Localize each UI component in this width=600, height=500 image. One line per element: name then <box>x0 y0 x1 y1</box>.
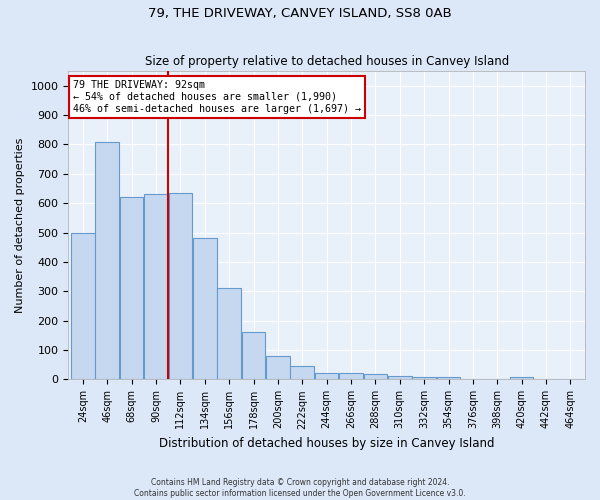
Bar <box>290 366 314 380</box>
Bar <box>437 377 460 380</box>
Bar <box>364 374 387 380</box>
Text: 79 THE DRIVEWAY: 92sqm
← 54% of detached houses are smaller (1,990)
46% of semi-: 79 THE DRIVEWAY: 92sqm ← 54% of detached… <box>73 80 361 114</box>
Text: Contains HM Land Registry data © Crown copyright and database right 2024.
Contai: Contains HM Land Registry data © Crown c… <box>134 478 466 498</box>
Bar <box>217 288 241 380</box>
Bar <box>315 372 338 380</box>
Bar <box>144 194 168 380</box>
Title: Size of property relative to detached houses in Canvey Island: Size of property relative to detached ho… <box>145 56 509 68</box>
Bar <box>71 232 95 380</box>
Bar <box>95 142 119 380</box>
Bar <box>193 238 217 380</box>
Bar <box>339 373 363 380</box>
Bar <box>169 193 192 380</box>
Bar <box>510 376 533 380</box>
X-axis label: Distribution of detached houses by size in Canvey Island: Distribution of detached houses by size … <box>159 437 494 450</box>
Bar <box>242 332 265 380</box>
Text: 79, THE DRIVEWAY, CANVEY ISLAND, SS8 0AB: 79, THE DRIVEWAY, CANVEY ISLAND, SS8 0AB <box>148 8 452 20</box>
Bar <box>412 376 436 380</box>
Bar <box>120 198 143 380</box>
Bar <box>388 376 412 380</box>
Y-axis label: Number of detached properties: Number of detached properties <box>15 138 25 313</box>
Bar <box>266 356 290 380</box>
